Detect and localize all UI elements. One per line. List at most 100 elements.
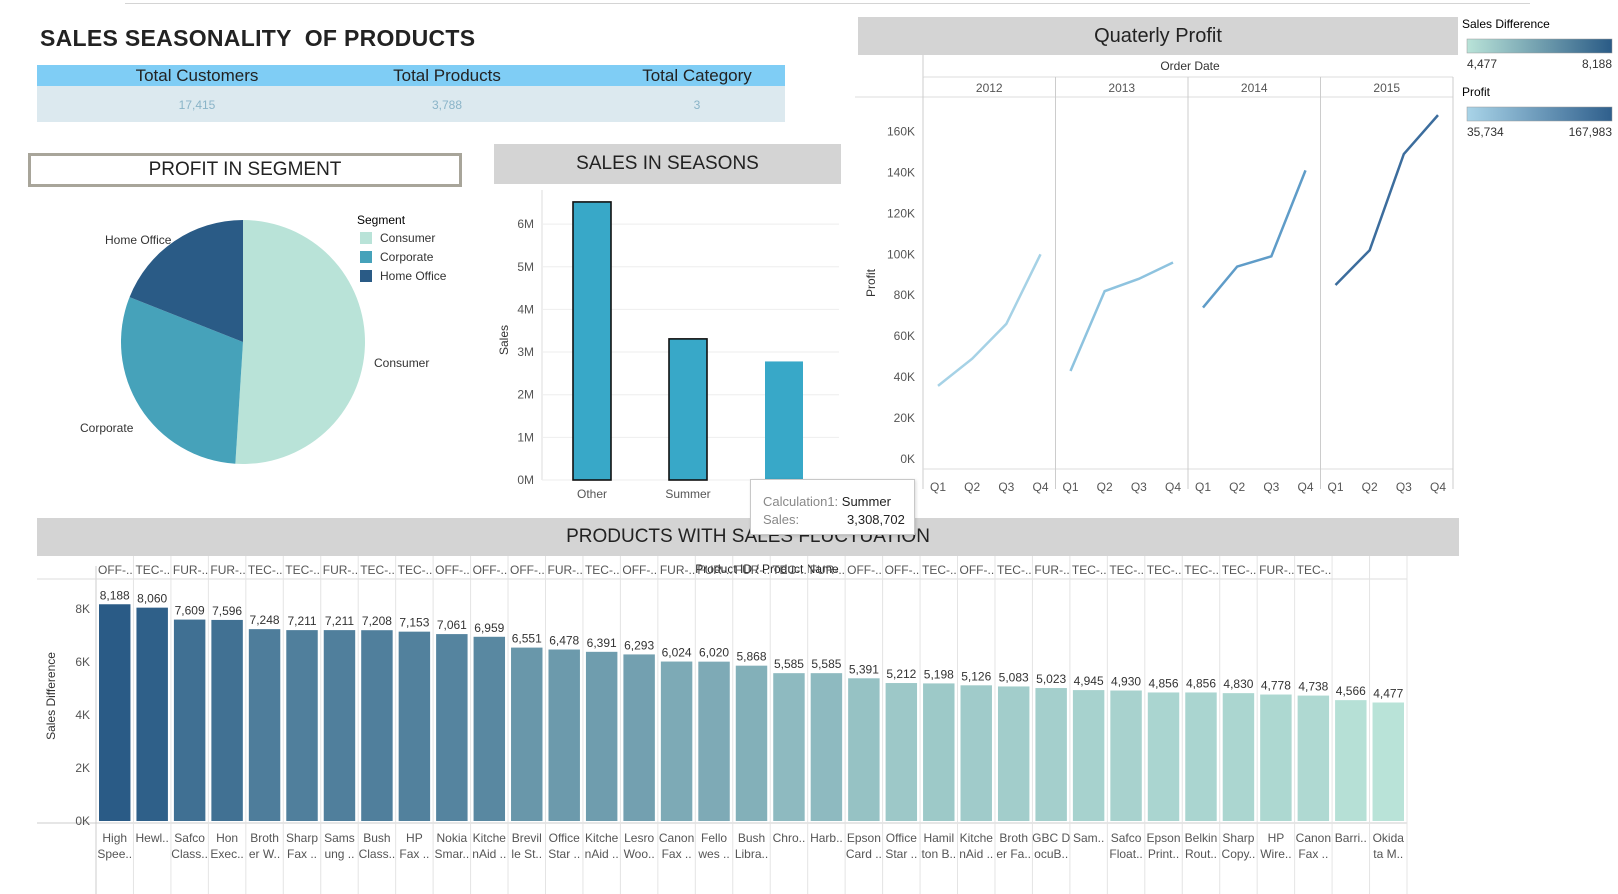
- profit-line-2012: [937, 253, 1042, 387]
- fluct-value-label: 5,391: [849, 662, 879, 676]
- fluct-product-name: Canon: [1296, 831, 1331, 845]
- fluct-bar: [1147, 692, 1180, 821]
- fluct-product-name: Woo..: [624, 847, 655, 861]
- profit-quarter-label: Q4: [1165, 480, 1181, 494]
- fluct-value-label: 5,198: [924, 667, 954, 681]
- pie-slice-consumer[interactable]: [235, 220, 366, 464]
- fluct-product-name: Safco: [1111, 831, 1142, 845]
- fluct-bar: [810, 673, 843, 821]
- fluct-product-name: nAid ..: [472, 847, 506, 861]
- legend-min-sales-difference: 4,477: [1467, 57, 1497, 71]
- fluct-bar: [773, 673, 805, 821]
- legend-swatch-home-office: [360, 270, 372, 282]
- fluct-product-name: Hamil: [923, 831, 954, 845]
- order-date-header: Order Date: [1160, 59, 1220, 73]
- fluct-product-name: GBC D: [1032, 831, 1070, 845]
- profit-quarter-label: Q4: [1297, 480, 1313, 494]
- seasons-yaxis-title: Sales: [497, 325, 511, 355]
- fluct-product-name: er Fa..: [996, 847, 1031, 861]
- fluct-ytick-label: 4K: [75, 708, 90, 722]
- profit-ytick-label: 140K: [887, 165, 915, 179]
- fluct-bar: [398, 631, 431, 821]
- fluct-product-name: Broth: [250, 831, 279, 845]
- fluct-value-label: 7,248: [250, 613, 280, 627]
- fluct-product-name: ton B..: [921, 847, 956, 861]
- fluct-product-id: TEC-..: [1147, 563, 1182, 577]
- sales-difference-gradient: [1466, 38, 1613, 54]
- fluct-product-id: OFF-..: [510, 563, 545, 577]
- fluct-bar: [361, 630, 393, 821]
- fluct-product-id: OFF-..: [885, 563, 920, 577]
- fluct-bar: [136, 607, 168, 821]
- legend-max-profit: 167,983: [1569, 125, 1613, 139]
- fluct-product-name: Fax ..: [399, 847, 429, 861]
- fluct-bar: [211, 619, 243, 821]
- fluct-product-name: Libra..: [735, 847, 768, 861]
- fluct-product-id: TEC-..: [585, 563, 620, 577]
- fluct-ytick-label: 0K: [75, 814, 90, 828]
- seasons-bar-chart[interactable]: 0M 1M 2M 3M 4M 5M 6M Sales Other Summer: [494, 190, 844, 515]
- seasons-ytick-label: 1M: [517, 430, 534, 444]
- tooltip-key-calc: Calculation1:: [763, 494, 839, 509]
- profit-quarter-label: Q1: [930, 480, 946, 494]
- fluct-bar: [248, 629, 281, 821]
- kpi-label-category: Total Category: [642, 66, 752, 85]
- fluct-value-label: 7,211: [325, 614, 354, 628]
- fluct-bar: [511, 647, 543, 821]
- fluct-product-id: TEC-..: [248, 563, 283, 577]
- fluct-product-name: Safco: [174, 831, 205, 845]
- fluct-product-name: nAid ..: [959, 847, 993, 861]
- quarterly-profit-chart[interactable]: Order Date 0K 20K 40K 60K 80K 100K 120K 140K 160…: [855, 55, 1460, 510]
- fluct-bar: [473, 636, 506, 821]
- fluct-product-id: OFF-..: [622, 563, 657, 577]
- fluct-product-name: Float..: [1109, 847, 1142, 861]
- fluct-value-label: 4,856: [1186, 676, 1216, 690]
- fluct-product-id: OFF-..: [473, 563, 508, 577]
- profit-quarter-label: Q3: [998, 480, 1014, 494]
- fluct-product-name: Sharp: [1222, 831, 1254, 845]
- fluct-product-name: Kitche: [473, 831, 507, 845]
- fluct-value-label: 6,551: [512, 632, 542, 646]
- fluct-product-id: FUR-..: [173, 563, 208, 577]
- fluct-product-name: Office: [549, 831, 580, 845]
- fluct-value-label: 6,293: [624, 638, 654, 652]
- fluct-product-name: Fax ..: [662, 847, 692, 861]
- profit-quarter-label: Q4: [1430, 480, 1446, 494]
- fluct-product-id: OFF-..: [98, 563, 133, 577]
- fluct-bar: [735, 665, 768, 821]
- profit-quarter-label: Q1: [1327, 480, 1343, 494]
- profit-quarter-label: Q3: [1263, 480, 1279, 494]
- fluct-value-label: 7,596: [212, 604, 242, 618]
- profit-quarter-label: Q2: [1362, 480, 1378, 494]
- fluct-product-name: Card ..: [846, 847, 882, 861]
- fluct-product-name: Nokia: [436, 831, 467, 845]
- fluct-bar: [923, 683, 955, 821]
- pie-slice-home-office[interactable]: [129, 220, 243, 342]
- fluct-value-label: 7,061: [437, 618, 467, 632]
- profit-line-2015: [1334, 114, 1439, 286]
- season-category-label: Summer: [665, 487, 710, 501]
- fluct-product-name: Rout..: [1185, 847, 1217, 861]
- sales-fluctuation-chart[interactable]: Product ID / Product Name 0K 2K 4K 6K 8K Sale…: [37, 556, 1461, 894]
- fluct-product-id: FUR-..: [323, 563, 358, 577]
- fluct-product-id: FUR-..: [547, 563, 582, 577]
- segment-pie-chart[interactable]: Consumer Corporate Home Office Segment C…: [0, 190, 470, 490]
- fluct-product-id: TEC-..: [922, 563, 957, 577]
- fluct-bar: [286, 630, 318, 821]
- pie-slice-corporate[interactable]: [120, 297, 243, 464]
- fluct-bar: [548, 649, 580, 821]
- profit-quarter-label: Q2: [1229, 480, 1245, 494]
- fluct-product-name: Wire..: [1260, 847, 1291, 861]
- fluct-bar: [623, 654, 655, 821]
- seasons-ytick-label: 6M: [517, 217, 534, 231]
- fluct-product-id: FUR-..: [660, 563, 695, 577]
- fluct-bar: [848, 678, 880, 821]
- fluct-bar: [885, 683, 918, 821]
- fluct-product-id: TEC-..: [1222, 563, 1257, 577]
- fluct-product-name: er W..: [249, 847, 280, 861]
- fluct-value-label: 5,212: [886, 667, 916, 681]
- profit-yaxis-title: Profit: [864, 268, 878, 297]
- fluct-value-label: 6,020: [699, 646, 729, 660]
- fluct-product-id: FUR-..: [810, 563, 845, 577]
- kpi-label-customers: Total Customers: [135, 66, 259, 85]
